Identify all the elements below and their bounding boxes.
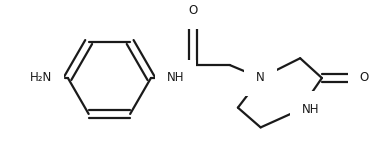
Text: NH: NH — [167, 71, 184, 84]
Text: N: N — [256, 71, 265, 84]
Text: O: O — [359, 71, 369, 84]
Text: H₂N: H₂N — [30, 71, 52, 84]
Text: NH: NH — [302, 103, 320, 116]
Text: O: O — [189, 4, 198, 17]
